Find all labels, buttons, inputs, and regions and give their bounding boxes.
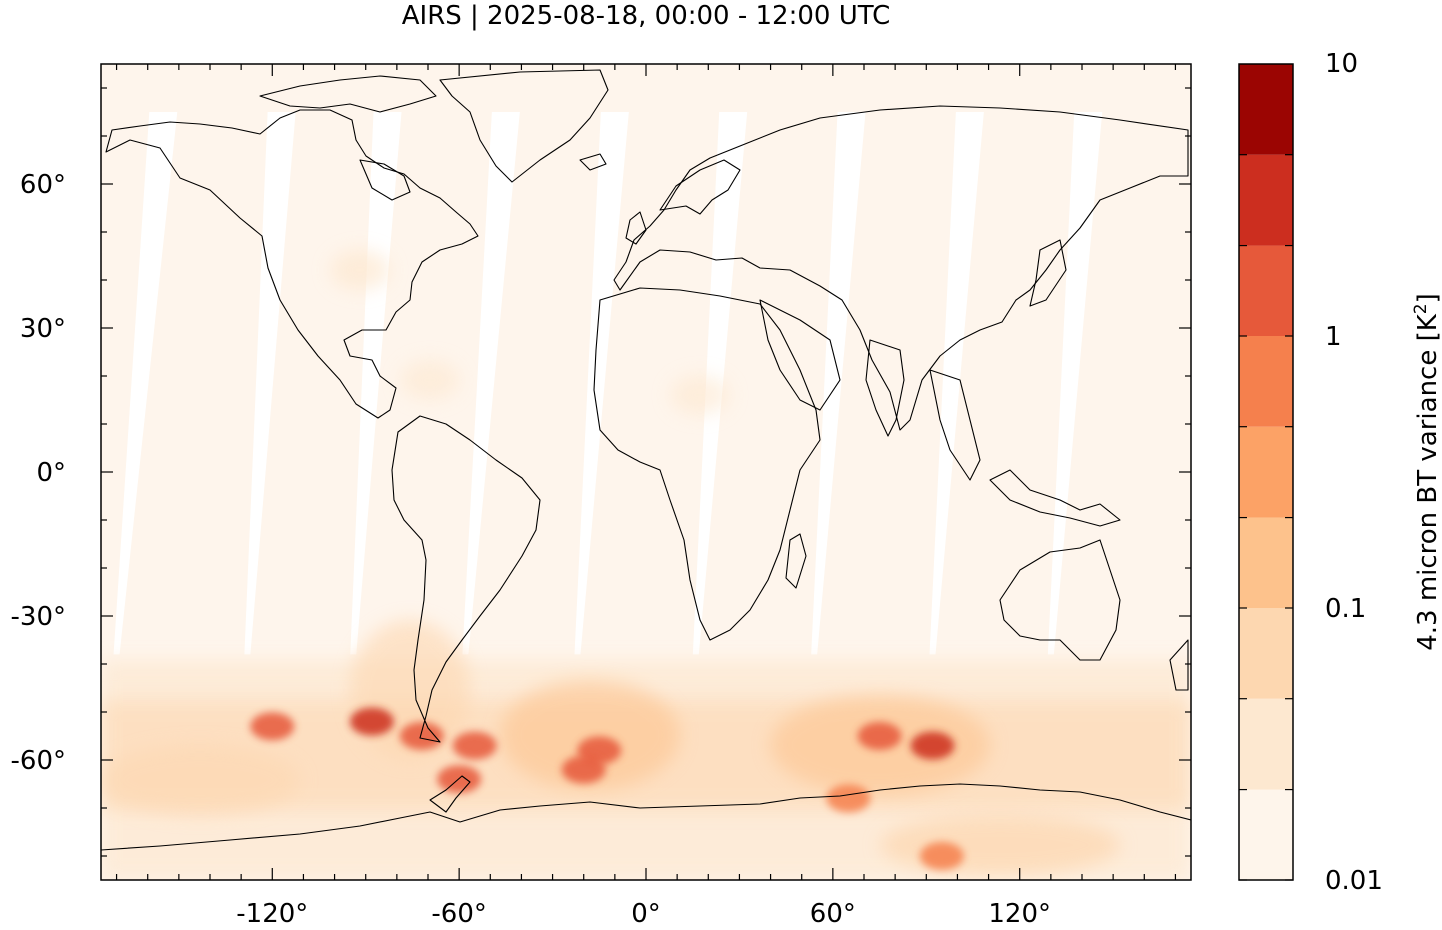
swath-gap [574, 112, 629, 655]
coastline-antarctica [101, 783, 1191, 851]
variance-field [101, 250, 1191, 880]
coastline-madagascar [785, 533, 807, 589]
coastline-india [865, 339, 905, 437]
lat-tick-label: -30° [11, 602, 66, 632]
south-atlantic-patch [500, 680, 680, 790]
colorbar-tick-label: 0.1 [1325, 594, 1366, 624]
coastline-antarctic-peninsula [429, 775, 471, 813]
lat-tick-label: 0° [36, 458, 66, 488]
map-area [101, 64, 1191, 880]
variance-hotspot [561, 755, 606, 784]
coastline-arabia [759, 299, 841, 411]
colorbar-level [1239, 789, 1293, 880]
south-pacific-patch [101, 745, 300, 815]
variance-hotspot [452, 731, 497, 760]
colorbar-level [1239, 245, 1293, 336]
coastline-southeast-asia [929, 369, 981, 481]
colorbar: 10 1 0.1 0.01 4.3 micron BT variance [K2] [1238, 49, 1442, 896]
coastline-europe-asia [613, 105, 1189, 431]
variance-hotspot [399, 722, 444, 750]
variance-hotspot [910, 731, 955, 760]
coastline-scandinavia [659, 159, 741, 215]
map-title: AIRS | 2025-08-18, 00:00 - 12:00 UTC [402, 1, 891, 31]
swath-gap [350, 112, 402, 655]
variance-hotspot [826, 784, 871, 813]
coastline-hudson-bay [359, 159, 411, 201]
coastline-north-america [105, 109, 479, 419]
tropical-atlantic-patch [400, 360, 460, 400]
variance-hotspot [349, 707, 394, 736]
colorbar-tick-label: 10 [1325, 49, 1358, 79]
coastline-new-zealand [1169, 639, 1189, 691]
colorbar-frame [1238, 63, 1294, 881]
variance-hotspot [857, 722, 902, 750]
colorbar-level [1239, 426, 1293, 518]
colorbar-level [1239, 608, 1293, 699]
lon-tick-label: 0° [631, 899, 661, 929]
colorbar-level [1239, 517, 1293, 608]
swath-gap [113, 112, 178, 655]
variance-hotspot [919, 842, 964, 870]
east-antarctic-patch [880, 815, 1120, 875]
swath-gap [1047, 112, 1103, 655]
colorbar-label: 4.3 micron BT variance [K2] [1411, 293, 1442, 651]
coastline-canadian-archipelago [259, 75, 437, 113]
lon-tick-label: 120° [988, 899, 1051, 929]
lon-tick-label: -60° [431, 899, 486, 929]
swath-gap [244, 112, 296, 655]
lat-tick-label: 60° [20, 170, 66, 200]
lat-tick-label: -60° [11, 746, 66, 776]
coastline-british-isles [625, 211, 647, 245]
lat-tick-label: 30° [20, 314, 66, 344]
colorbar-level [1239, 154, 1293, 246]
lon-tick-label: 60° [810, 899, 856, 929]
map-ticks: -120° -60° 0° 60° 120° 60° 30° 0° -30° -60° [11, 64, 1191, 929]
colorbar-level [1239, 336, 1293, 427]
coastline-indonesia [989, 469, 1121, 527]
north-atlantic-patch [330, 250, 390, 290]
lon-tick-label: -120° [236, 899, 308, 929]
variance-hotspot [250, 712, 295, 741]
coastline-africa [593, 287, 821, 641]
colorbar-tick-label: 1 [1325, 322, 1342, 352]
coastline-iceland [579, 153, 607, 171]
coastline-japan [1029, 239, 1067, 307]
swath-gap [929, 112, 984, 655]
colorbar-level [1239, 698, 1293, 790]
coastlines [101, 69, 1191, 851]
coastline-greenland [439, 69, 609, 183]
colorbar-level [1239, 64, 1293, 155]
coastline-south-america [391, 415, 541, 743]
swath-gap [462, 112, 520, 655]
sahel-patch [670, 375, 730, 415]
coastline-australia [999, 539, 1121, 661]
colorbar-tick-label: 0.01 [1325, 866, 1383, 896]
